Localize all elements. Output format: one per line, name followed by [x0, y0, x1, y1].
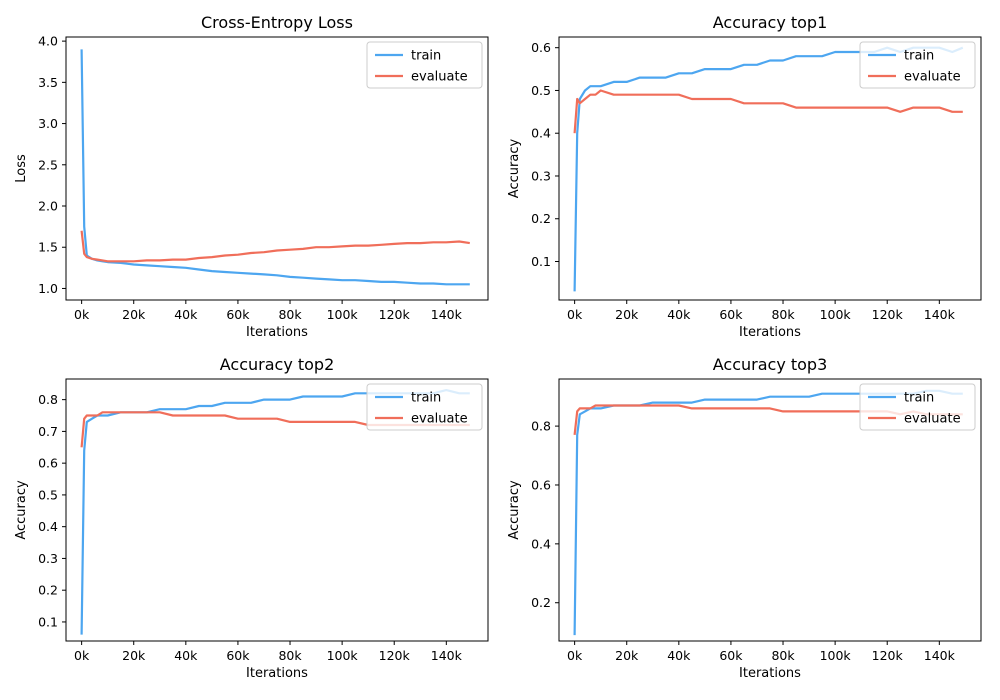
- chart-title: Accuracy top3: [713, 355, 828, 374]
- x-axis-label: Iterations: [246, 666, 308, 681]
- subplot-1: Cross-Entropy Loss 0k 20k 40k 60k 80k 100k 120k…: [14, 13, 489, 340]
- y-tick-label: 0.5: [38, 487, 58, 502]
- y-axis-label: Accuracy: [507, 480, 522, 540]
- legend: train evaluate: [366, 41, 483, 89]
- legend-label-evaluate: evaluate: [904, 70, 961, 85]
- y-tick-label: 4.0: [38, 34, 58, 49]
- x-tick-label: 40k: [174, 307, 198, 322]
- y-tick-label: 0.3: [38, 551, 58, 566]
- x-tick-label: 100k: [327, 307, 359, 322]
- y-axis-label: Accuracy: [14, 480, 29, 540]
- x-tick-label: 140k: [431, 648, 463, 663]
- x-tick-label: 20k: [615, 648, 639, 663]
- x-tick-label: 60k: [226, 307, 250, 322]
- series-line-evaluate: [573, 89, 963, 134]
- x-axis-label: Iterations: [739, 666, 801, 681]
- x-tick-label: 80k: [771, 307, 795, 322]
- x-axis-label: Iterations: [246, 325, 308, 340]
- x-tick-label: 20k: [615, 307, 639, 322]
- x-tick-label: 100k: [820, 648, 852, 663]
- y-tick-label: 2.5: [38, 157, 58, 172]
- axes-frame: [65, 378, 489, 642]
- legend-label-evaluate: evaluate: [411, 70, 468, 85]
- subplot-4: Accuracy top3 0k 20k 40k 60k 80k 100k 120k 140k 0…: [507, 355, 982, 681]
- y-tick-label: 0.2: [531, 211, 551, 226]
- x-tick-label: 20k: [122, 307, 146, 322]
- x-tick-label: 0k: [74, 307, 90, 322]
- y-tick-label: 0.4: [38, 519, 58, 534]
- x-tick-label: 0k: [567, 307, 583, 322]
- legend: train evaluate: [859, 383, 976, 431]
- x-tick-label: 0k: [74, 648, 90, 663]
- y-tick-label: 1.0: [38, 281, 58, 296]
- x-tick-label: 80k: [278, 307, 302, 322]
- x-tick-label: 40k: [667, 648, 691, 663]
- axes-frame: [558, 378, 982, 642]
- y-axis-label: Accuracy: [507, 139, 522, 199]
- chart-title: Accuracy top1: [713, 13, 828, 32]
- x-tick-label: 100k: [327, 648, 359, 663]
- x-tick-label: 140k: [924, 648, 956, 663]
- y-tick-label: 3.5: [38, 75, 58, 90]
- y-tick-label: 1.5: [38, 240, 58, 255]
- y-tick-label: 0.6: [531, 40, 551, 55]
- y-tick-label: 0.8: [38, 392, 58, 407]
- legend-label-train: train: [411, 49, 441, 64]
- x-tick-label: 60k: [719, 648, 743, 663]
- x-tick-label: 40k: [667, 307, 691, 322]
- x-tick-label: 140k: [431, 307, 463, 322]
- subplot-3: Accuracy top2 0k 20k 40k 60k 80k 100k 120k 140k 0…: [14, 355, 489, 681]
- legend-label-train: train: [904, 391, 934, 406]
- chart-title: Accuracy top2: [220, 355, 335, 374]
- y-tick-label: 0.6: [38, 456, 58, 471]
- y-tick-label: 0.2: [38, 583, 58, 598]
- x-tick-label: 40k: [174, 648, 198, 663]
- x-axis-label: Iterations: [739, 325, 801, 340]
- y-tick-label: 2.0: [38, 199, 58, 214]
- y-tick-label: 0.2: [531, 595, 551, 610]
- x-tick-label: 20k: [122, 648, 146, 663]
- x-tick-label: 120k: [872, 307, 904, 322]
- x-tick-label: 80k: [771, 648, 795, 663]
- x-tick-label: 120k: [379, 648, 411, 663]
- x-tick-label: 60k: [226, 648, 250, 663]
- y-tick-label: 0.7: [38, 424, 58, 439]
- y-tick-label: 0.1: [38, 614, 58, 629]
- x-tick-label: 60k: [719, 307, 743, 322]
- y-tick-label: 0.3: [531, 168, 551, 183]
- legend-label-evaluate: evaluate: [904, 412, 961, 427]
- legend: train evaluate: [366, 383, 483, 431]
- x-tick-label: 100k: [820, 307, 852, 322]
- axes-frame: [558, 36, 982, 301]
- legend-label-train: train: [904, 49, 934, 64]
- y-tick-label: 3.0: [38, 116, 58, 131]
- chart-title: Cross-Entropy Loss: [201, 13, 353, 32]
- series-line-evaluate: [80, 230, 470, 263]
- y-tick-label: 0.6: [531, 477, 551, 492]
- x-tick-label: 120k: [872, 648, 904, 663]
- y-tick-label: 0.4: [531, 126, 551, 141]
- x-tick-label: 140k: [924, 307, 956, 322]
- legend-label-train: train: [411, 391, 441, 406]
- subplot-2: Accuracy top1 0k 20k 40k 60k 80k 100k 120k 140k 0…: [507, 13, 982, 340]
- legend-label-evaluate: evaluate: [411, 412, 468, 427]
- axes-frame: [65, 36, 489, 301]
- y-tick-label: 0.5: [531, 83, 551, 98]
- x-tick-label: 80k: [278, 648, 302, 663]
- legend: train evaluate: [859, 41, 976, 89]
- x-tick-label: 120k: [379, 307, 411, 322]
- y-axis-label: Loss: [14, 154, 29, 183]
- x-tick-label: 0k: [567, 648, 583, 663]
- y-tick-label: 0.1: [531, 254, 551, 269]
- y-tick-label: 0.8: [531, 419, 551, 434]
- y-tick-label: 0.4: [531, 536, 551, 551]
